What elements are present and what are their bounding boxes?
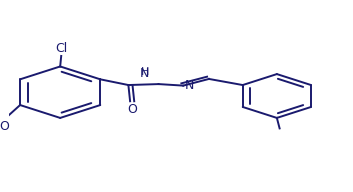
Text: N: N [185, 79, 195, 92]
Text: H: H [141, 67, 149, 77]
Text: N: N [139, 67, 149, 80]
Text: O: O [127, 103, 137, 116]
Text: Cl: Cl [55, 42, 67, 55]
Text: O: O [0, 120, 10, 132]
